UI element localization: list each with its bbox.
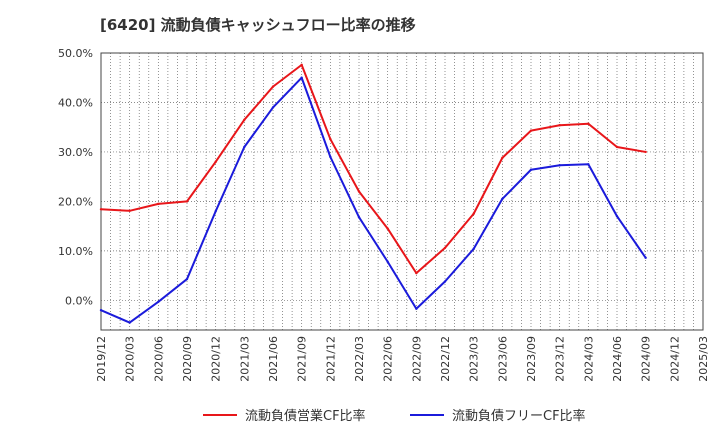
data-point <box>501 156 504 160</box>
data-point <box>214 210 217 213</box>
plot-frame <box>100 52 704 331</box>
x-tick-label: 2020/09 <box>181 336 194 382</box>
x-tick-label: 2025/03 <box>697 336 710 382</box>
y-tick-label: 10.0% <box>58 245 93 258</box>
x-tick-label: 2022/06 <box>382 336 395 382</box>
data-point <box>472 247 475 251</box>
x-tick-label: 2024/03 <box>582 336 595 382</box>
data-point <box>300 76 303 79</box>
data-point <box>185 200 189 203</box>
data-point <box>644 256 647 259</box>
data-point <box>128 321 131 324</box>
data-point <box>587 122 590 125</box>
y-tick-label: 20.0% <box>58 195 93 208</box>
data-point <box>99 208 103 211</box>
y-tick-label: 50.0% <box>58 47 93 60</box>
data-point <box>386 227 389 230</box>
data-point <box>185 277 189 281</box>
data-point <box>501 197 504 201</box>
data-point <box>644 150 647 154</box>
data-point <box>529 129 533 132</box>
data-point <box>558 164 561 167</box>
x-tick-label: 2024/12 <box>668 336 681 382</box>
data-point <box>357 190 361 193</box>
x-tick-label: 2023/09 <box>525 336 538 382</box>
chart-title: [6420] 流動負債キャッシュフロー比率の推移 <box>100 16 416 34</box>
data-point <box>587 163 590 166</box>
data-point <box>128 209 131 212</box>
x-tick-label: 2021/09 <box>296 336 309 382</box>
data-point <box>271 106 275 109</box>
data-point <box>615 215 619 218</box>
y-tick-label: 0.0% <box>65 294 93 307</box>
data-point <box>329 137 332 141</box>
data-point <box>300 63 303 67</box>
data-point <box>615 145 619 149</box>
x-tick-label: 2020/06 <box>152 336 165 382</box>
x-tick-label: 2021/12 <box>324 336 337 382</box>
data-point <box>529 168 533 171</box>
data-point <box>443 280 447 283</box>
x-tick-label: 2022/09 <box>410 336 423 382</box>
x-tick-label: 2021/06 <box>267 336 280 382</box>
x-tick-label: 2021/03 <box>238 336 251 382</box>
data-point <box>415 271 418 275</box>
legend-label: 流動負債フリーCF比率 <box>452 408 586 424</box>
data-point <box>214 160 217 164</box>
x-tick-label: 2019/12 <box>95 336 108 382</box>
series-line-1 <box>100 63 646 275</box>
x-tick-label: 2024/09 <box>640 336 653 382</box>
x-tick-label: 2020/03 <box>124 336 137 382</box>
legend-label: 流動負債営業CF比率 <box>245 408 366 424</box>
data-point <box>329 155 332 159</box>
x-tick-label: 2023/03 <box>468 336 481 382</box>
data-point <box>157 202 160 206</box>
data-point <box>443 246 447 250</box>
data-point <box>415 307 418 310</box>
data-point <box>271 85 275 88</box>
x-tick-label: 2024/06 <box>611 336 624 382</box>
x-tick-label: 2022/03 <box>353 336 366 382</box>
data-point <box>99 309 103 312</box>
data-point <box>558 124 561 127</box>
y-tick-label: 40.0% <box>58 96 93 109</box>
data-point <box>472 212 475 215</box>
x-tick-label: 2020/12 <box>210 336 223 382</box>
x-tick-label: 2023/12 <box>554 336 567 382</box>
x-tick-label: 2022/12 <box>439 336 452 382</box>
data-point <box>243 118 246 121</box>
series-line-2 <box>100 76 647 324</box>
data-point <box>243 145 246 149</box>
data-point <box>357 216 361 219</box>
x-tick-label: 2023/06 <box>496 336 509 382</box>
data-point <box>386 260 389 263</box>
y-tick-label: 30.0% <box>58 146 93 159</box>
data-point <box>157 300 160 304</box>
